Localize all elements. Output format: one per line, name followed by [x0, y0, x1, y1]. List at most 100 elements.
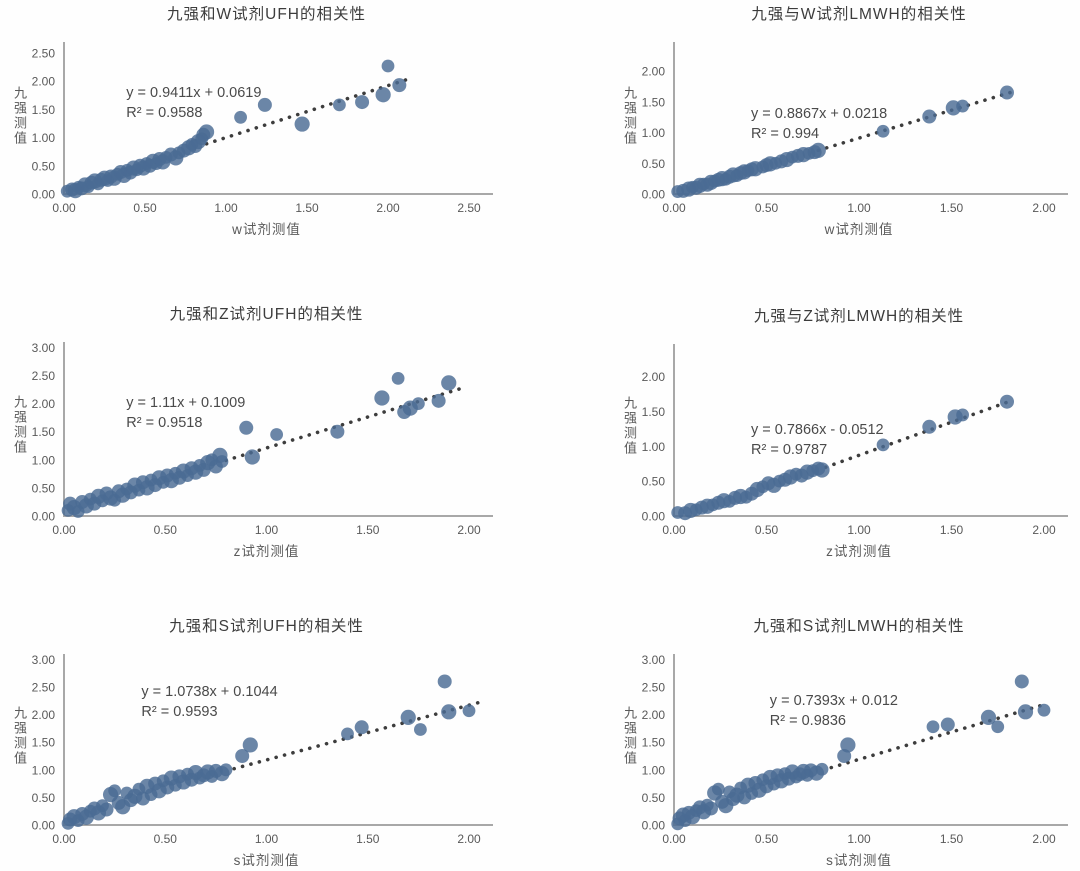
svg-text:0.50: 0.50 — [755, 523, 779, 537]
svg-text:0.00: 0.00 — [642, 510, 666, 524]
equation-label: y = 0.8867x + 0.0218 — [751, 106, 888, 123]
svg-text:0.50: 0.50 — [32, 791, 56, 805]
svg-text:2.50: 2.50 — [457, 201, 481, 215]
svg-text:1.00: 1.00 — [847, 523, 871, 537]
svg-text:1.00: 1.00 — [32, 453, 56, 467]
svg-text:0.50: 0.50 — [154, 832, 178, 846]
equation-label: y = 1.11x + 0.1009 — [126, 395, 246, 412]
chart-title: 九强和Z试剂UFH的相关性 — [169, 306, 364, 323]
svg-text:1.50: 1.50 — [940, 832, 964, 846]
svg-text:0.50: 0.50 — [154, 523, 178, 537]
plot-area: 0.00 0.50 1.00 1.50 2.00 0.00 0.50 1.00 1.50 2.00… — [610, 336, 1080, 562]
svg-text:1.00: 1.00 — [847, 201, 871, 215]
svg-text:2.00: 2.00 — [32, 397, 56, 411]
y-axis-label: 九强测值 — [12, 706, 27, 766]
r-squared-label: R² = 0.9787 — [751, 441, 828, 458]
svg-text:1.50: 1.50 — [642, 736, 666, 750]
svg-text:1.50: 1.50 — [32, 103, 56, 117]
x-axis-label: s试剂测值 — [233, 853, 300, 868]
plot-area: 0.00 0.50 1.00 1.50 2.00 2.50 3.00 0.00 0.50 1.00… — [610, 646, 1080, 871]
svg-text:0.00: 0.00 — [32, 510, 56, 524]
y-axis-label: 九强测值 — [12, 86, 27, 147]
svg-text:1.00: 1.00 — [642, 763, 666, 777]
scatter-plot: 0.00 0.50 1.00 1.50 2.00 2.50 0.00 0.50 1.00 1.50… — [32, 42, 493, 215]
chart-lmwh-s: 九强和S试剂LMWH的相关性 0.00 0.50 1.00 1.50 2.00 2.50 3… — [610, 614, 1080, 871]
r-squared-label: R² = 0.9836 — [769, 713, 846, 729]
svg-text:1.00: 1.00 — [32, 131, 56, 145]
scatter-plot: 0.00 0.50 1.00 1.50 2.00 2.50 3.00 0.00 0.50 1.00… — [32, 341, 493, 537]
plot-area: 0.00 0.50 1.00 1.50 2.00 2.50 3.00 0.00 0.50 1.00… — [0, 646, 505, 871]
equation-label: y = 0.9411x + 0.0619 — [126, 85, 262, 102]
svg-text:0.50: 0.50 — [133, 201, 157, 215]
svg-text:1.50: 1.50 — [32, 425, 56, 439]
y-axis-label: 九强测值 — [622, 706, 637, 766]
r-squared-label: R² = 0.9518 — [126, 415, 203, 432]
svg-text:0.00: 0.00 — [32, 819, 56, 833]
svg-text:3.00: 3.00 — [32, 653, 56, 667]
svg-text:2.00: 2.00 — [32, 708, 56, 722]
x-axis-label: z试剂测值 — [233, 544, 300, 559]
svg-text:1.00: 1.00 — [255, 523, 279, 537]
svg-text:2.00: 2.00 — [457, 523, 481, 537]
svg-text:1.50: 1.50 — [356, 832, 380, 846]
trendline-equation: y = 0.8867x + 0.0218 R² = 0.994 — [751, 104, 887, 144]
chart-title: 九强和W试剂UFH的相关性 — [167, 6, 366, 23]
chart-title: 九强和S试剂LMWH的相关性 — [753, 618, 965, 635]
svg-text:1.50: 1.50 — [295, 201, 319, 215]
svg-text:0.00: 0.00 — [52, 523, 76, 537]
svg-text:0.50: 0.50 — [642, 475, 666, 489]
svg-text:0.00: 0.00 — [642, 819, 666, 833]
r-squared-label: R² = 0.9588 — [126, 105, 203, 122]
trendline-equation: y = 1.11x + 0.1009 R² = 0.9518 — [126, 393, 245, 433]
y-axis-label: 九强测值 — [12, 395, 27, 456]
r-squared-label: R² = 0.994 — [751, 126, 820, 143]
svg-text:0.50: 0.50 — [642, 791, 666, 805]
svg-text:2.00: 2.00 — [642, 370, 666, 384]
plot-area: 0.00 0.50 1.00 1.50 2.00 2.50 3.00 0.00 0.50 1.00… — [0, 334, 505, 562]
chart-ufh-w: 九强和W试剂UFH的相关性 0.00 0.50 1.00 1.50 2.00 2.50 0.… — [0, 2, 505, 240]
svg-text:2.00: 2.00 — [1032, 523, 1056, 537]
scatter-plot: 0.00 0.50 1.00 1.50 2.00 0.00 0.50 1.00 1.50 2.00 — [642, 42, 1068, 215]
svg-text:2.00: 2.00 — [376, 201, 400, 215]
chart-ufh-z: 九强和Z试剂UFH的相关性 0.00 0.50 1.00 1.50 2.00 2.50 3.… — [0, 302, 505, 562]
plot-area: 0.00 0.50 1.00 1.50 2.00 0.00 0.50 1.00 1.50 2.00… — [610, 34, 1080, 240]
chart-lmwh-z: 九强与Z试剂LMWH的相关性 0.00 0.50 1.00 1.50 2.00 0.00 0… — [610, 304, 1080, 562]
chart-title: 九强和S试剂UFH的相关性 — [169, 618, 364, 635]
svg-text:0.00: 0.00 — [662, 201, 686, 215]
svg-text:0.00: 0.00 — [662, 832, 686, 846]
svg-text:1.50: 1.50 — [642, 95, 666, 109]
svg-text:1.50: 1.50 — [642, 405, 666, 419]
chart-title: 九强与W试剂LMWH的相关性 — [751, 6, 967, 23]
trendline-equation: y = 0.9411x + 0.0619 R² = 0.9588 — [126, 83, 261, 123]
svg-text:3.00: 3.00 — [642, 653, 666, 667]
r-squared-label: R² = 0.9593 — [141, 704, 218, 720]
chart-ufh-s: 九强和S试剂UFH的相关性 0.00 0.50 1.00 1.50 2.00 2.50 3.… — [0, 614, 505, 871]
trendline-equation: y = 1.0738x + 0.1044 R² = 0.9593 — [141, 682, 277, 722]
svg-text:2.00: 2.00 — [32, 75, 56, 89]
svg-text:0.00: 0.00 — [662, 523, 686, 537]
trendline-equation: y = 0.7866x - 0.0512 R² = 0.9787 — [751, 420, 884, 460]
svg-text:0.50: 0.50 — [32, 481, 56, 495]
trendline-equation: y = 0.7393x + 0.012 R² = 0.9836 — [770, 691, 898, 731]
svg-text:1.50: 1.50 — [940, 201, 964, 215]
svg-text:0.50: 0.50 — [755, 832, 779, 846]
svg-text:2.00: 2.00 — [642, 65, 666, 79]
svg-text:1.00: 1.00 — [32, 763, 56, 777]
y-axis-label: 九强测值 — [622, 396, 637, 457]
svg-text:2.00: 2.00 — [1032, 832, 1056, 846]
svg-text:1.50: 1.50 — [32, 736, 56, 750]
equation-label: y = 0.7393x + 0.012 — [769, 693, 898, 709]
svg-text:2.50: 2.50 — [32, 47, 56, 61]
svg-text:2.00: 2.00 — [1032, 201, 1056, 215]
chart-title: 九强与Z试剂LMWH的相关性 — [753, 308, 965, 325]
scatter-plot: 0.00 0.50 1.00 1.50 2.00 2.50 3.00 0.00 0.50 1.00… — [32, 653, 493, 846]
scatter-plot: 0.00 0.50 1.00 1.50 2.00 0.00 0.50 1.00 1.50 2.00 — [642, 344, 1068, 537]
svg-text:0.50: 0.50 — [32, 159, 56, 173]
svg-text:2.00: 2.00 — [642, 708, 666, 722]
svg-text:2.50: 2.50 — [32, 680, 56, 694]
x-axis-label: w试剂测值 — [232, 222, 301, 237]
svg-text:2.00: 2.00 — [457, 832, 481, 846]
equation-label: y = 1.0738x + 0.1044 — [141, 684, 278, 700]
svg-text:0.00: 0.00 — [32, 188, 56, 202]
